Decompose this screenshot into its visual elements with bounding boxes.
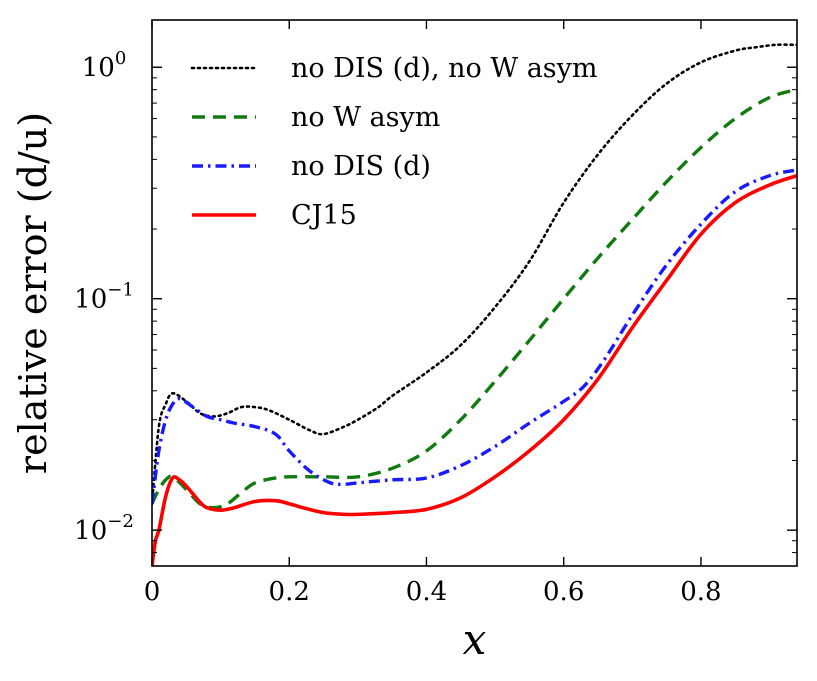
series-layer: [152, 43, 797, 566]
y-axis-label: relative error (d/u): [11, 112, 55, 474]
x-tick-label: 0.6: [543, 577, 584, 607]
series-line-no-dis-d: [152, 168, 797, 504]
legend-label: no DIS (d): [291, 151, 431, 182]
x-axis-label: x: [463, 615, 487, 664]
x-tick-label: 0.2: [269, 577, 310, 607]
series-line-no-dis-d-no-w-asym: [152, 43, 797, 506]
series-line-no-w-asym: [152, 88, 797, 510]
y-tick-label: 100: [82, 48, 127, 83]
ticks-layer: 0 0.2 0.4 0.6 0.8 10−2 10−1 100: [74, 20, 797, 607]
series-line-cj15: [152, 173, 797, 566]
x-tick-label: 0.4: [406, 577, 447, 607]
legend-label: no W asym: [291, 102, 440, 133]
legend-label: CJ15: [291, 200, 357, 231]
x-tick-label: 0: [144, 577, 161, 607]
plot-frame: [151, 19, 798, 567]
legend-label: no DIS (d), no W asym: [291, 53, 598, 84]
legend: no DIS (d), no W asym no W asym no DIS (d)…: [190, 53, 598, 231]
y-tick-label: 10−1: [74, 280, 134, 315]
x-tick-label: 0.8: [680, 577, 721, 607]
y-tick-label: 10−2: [74, 511, 134, 546]
